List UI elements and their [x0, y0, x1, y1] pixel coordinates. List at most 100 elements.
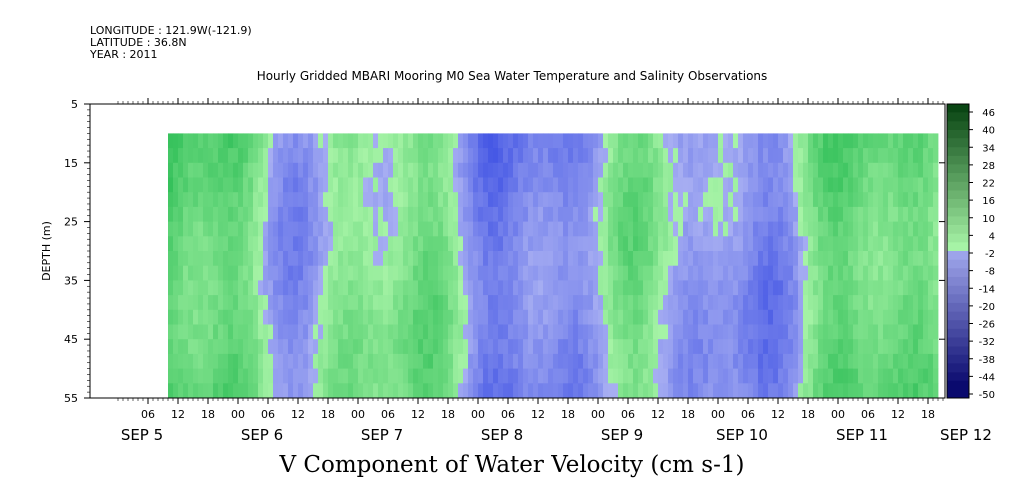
heatmap-cell	[868, 133, 874, 149]
heatmap-cell	[458, 162, 464, 178]
heatmap-cell	[913, 339, 919, 355]
heatmap-cell	[508, 236, 514, 252]
heatmap-cell	[828, 148, 834, 164]
heatmap-cell	[238, 353, 244, 369]
heatmap-cell	[668, 295, 674, 311]
heatmap-cell	[583, 221, 589, 237]
heatmap-cell	[523, 280, 529, 296]
heatmap-cell	[268, 162, 274, 178]
heatmap-cell	[258, 339, 264, 355]
colorbar-label: -32	[979, 337, 995, 348]
heatmap-cell	[913, 353, 919, 369]
heatmap-cell	[193, 280, 199, 296]
heatmap-cell	[448, 133, 454, 149]
heatmap-cell	[563, 192, 569, 208]
heatmap-cell	[188, 162, 194, 178]
colorbar-swatch	[947, 147, 969, 157]
heatmap-cell	[333, 192, 339, 208]
heatmap-cell	[218, 353, 224, 369]
heatmap-cell	[698, 221, 704, 237]
heatmap-cell	[353, 192, 359, 208]
heatmap-cell	[693, 148, 699, 164]
heatmap-cell	[228, 265, 234, 281]
heatmap-cell	[198, 177, 204, 193]
heatmap-cell	[818, 339, 824, 355]
heatmap-cell	[213, 206, 219, 222]
heatmap-cell	[803, 353, 809, 369]
heatmap-cell	[693, 192, 699, 208]
heatmap-cell	[643, 192, 649, 208]
heatmap-cell	[493, 133, 499, 149]
heatmap-cell	[238, 324, 244, 340]
heatmap-cell	[198, 353, 204, 369]
heatmap-cell	[293, 383, 299, 399]
heatmap-cell	[578, 177, 584, 193]
heatmap-cell	[908, 236, 914, 252]
heatmap-cell	[908, 251, 914, 267]
heatmap-cell	[388, 368, 394, 384]
heatmap-cell	[713, 339, 719, 355]
heatmap-cell	[298, 251, 304, 267]
heatmap-cell	[913, 206, 919, 222]
heatmap-cell	[603, 236, 609, 252]
heatmap-cell	[463, 221, 469, 237]
heatmap-cell	[268, 133, 274, 149]
heatmap-cell	[463, 177, 469, 193]
heatmap-cell	[653, 295, 659, 311]
heatmap-cell	[408, 353, 414, 369]
heatmap-cell	[668, 236, 674, 252]
x-hour-label: 00	[591, 408, 605, 421]
heatmap-cell	[203, 162, 209, 178]
heatmap-cell	[928, 236, 934, 252]
heatmap-cell	[278, 265, 284, 281]
heatmap-cell	[298, 265, 304, 281]
heatmap-cell	[713, 353, 719, 369]
heatmap-cell	[218, 148, 224, 164]
heatmap-cell	[583, 148, 589, 164]
heatmap-cell	[803, 236, 809, 252]
heatmap-cell	[768, 133, 774, 149]
heatmap-cell	[698, 265, 704, 281]
heatmap-cell	[488, 324, 494, 340]
heatmap-cell	[693, 221, 699, 237]
heatmap-cell	[373, 295, 379, 311]
heatmap-cell	[518, 324, 524, 340]
heatmap-cell	[818, 383, 824, 399]
heatmap-cell	[678, 353, 684, 369]
heatmap-cell	[488, 383, 494, 399]
heatmap-cell	[923, 383, 929, 399]
heatmap-cell	[428, 309, 434, 325]
heatmap-cell	[313, 162, 319, 178]
colorbar-label: -38	[979, 355, 995, 366]
heatmap-cell	[648, 339, 654, 355]
heatmap-cell	[483, 133, 489, 149]
heatmap-cell	[823, 221, 829, 237]
heatmap-cell	[593, 353, 599, 369]
heatmap-cell	[913, 236, 919, 252]
heatmap-cell	[638, 339, 644, 355]
heatmap-cell	[518, 133, 524, 149]
heatmap-cell	[458, 221, 464, 237]
heatmap-cell	[833, 192, 839, 208]
heatmap-cell	[848, 221, 854, 237]
colorbar-swatch	[947, 225, 969, 235]
heatmap-cell	[193, 221, 199, 237]
heatmap-cell	[678, 368, 684, 384]
heatmap-cell	[758, 177, 764, 193]
heatmap-cell	[328, 133, 334, 149]
heatmap-cell	[423, 309, 429, 325]
heatmap-cell	[413, 324, 419, 340]
heatmap-cell	[373, 148, 379, 164]
heatmap-cell	[548, 192, 554, 208]
heatmap-cell	[428, 251, 434, 267]
heatmap-cell	[378, 236, 384, 252]
y-tick-label: 35	[64, 274, 78, 287]
colorbar-label: -44	[979, 372, 995, 383]
heatmap-cell	[323, 162, 329, 178]
heatmap-cell	[293, 295, 299, 311]
heatmap-cell	[438, 280, 444, 296]
heatmap-cell	[313, 368, 319, 384]
heatmap-cell	[693, 236, 699, 252]
heatmap-cell	[723, 280, 729, 296]
heatmap-cell	[823, 368, 829, 384]
